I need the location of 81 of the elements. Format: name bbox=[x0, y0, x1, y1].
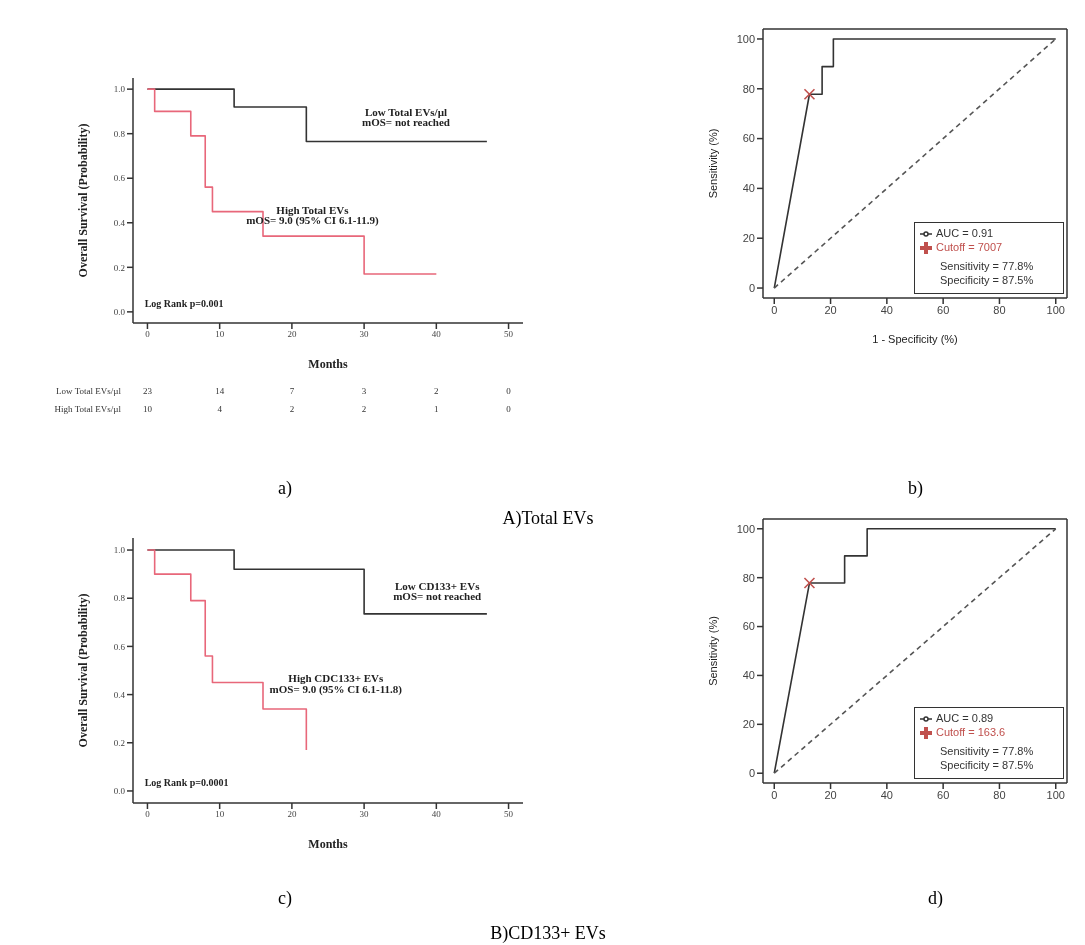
x-tick-label: 10 bbox=[215, 329, 225, 340]
y-tick-label: 20 bbox=[742, 718, 755, 731]
text: B)CD133+ EVs bbox=[490, 923, 606, 944]
text: b) bbox=[908, 478, 923, 499]
x-tick-label: 0 bbox=[771, 303, 778, 316]
x-tick-label: 60 bbox=[937, 788, 950, 801]
x-tick-label: 100 bbox=[1046, 788, 1065, 801]
text: c) bbox=[278, 888, 292, 909]
y-tick-label: 1.0 bbox=[113, 84, 126, 95]
x-tick-label: 20 bbox=[824, 303, 837, 316]
legend-label: AUC = 0.91 bbox=[936, 227, 994, 239]
x-tick-label: 50 bbox=[504, 329, 514, 340]
y-axis-title: Overall Survival (Probability) bbox=[76, 123, 91, 278]
x-tick-label: 10 bbox=[215, 809, 225, 820]
y-tick-label: 0.4 bbox=[113, 689, 126, 700]
x-tick-label: 0 bbox=[145, 809, 151, 820]
y-tick-label: 0.6 bbox=[113, 641, 126, 652]
x-tick-label: 40 bbox=[880, 303, 893, 316]
y-tick-label: 0 bbox=[748, 767, 755, 780]
x-tick-label: 40 bbox=[431, 809, 442, 820]
text: A)Total EVs bbox=[502, 508, 594, 529]
y-tick-label: 0.8 bbox=[113, 593, 126, 604]
y-tick-label: 100 bbox=[736, 32, 755, 45]
x-axis-title: 1 - Specificity (%) bbox=[872, 333, 958, 345]
annotation: Log Rank p=0.0001 bbox=[144, 776, 229, 788]
y-tick-label: 20 bbox=[742, 232, 755, 245]
y-tick-label: 40 bbox=[742, 182, 755, 195]
y-tick-label: 1.0 bbox=[113, 545, 126, 556]
text: High Total EVs/µl 10 4 2 2 1 0 bbox=[54, 404, 511, 414]
y-tick-label: 0.6 bbox=[113, 173, 126, 184]
y-tick-label: 100 bbox=[736, 522, 755, 535]
x-tick-label: 40 bbox=[880, 788, 893, 801]
line-series bbox=[773, 38, 1057, 289]
x-axis-title: Months bbox=[308, 837, 348, 851]
y-axis-title: Overall Survival (Probability) bbox=[76, 593, 91, 748]
legend-label: AUC = 0.89 bbox=[936, 712, 994, 724]
annotation: Low CD133+ EVs bbox=[394, 579, 480, 592]
y-tick-label: 60 bbox=[742, 132, 755, 145]
y-tick-label: 0.2 bbox=[113, 262, 125, 273]
y-tick-label: 60 bbox=[742, 620, 755, 633]
x-tick-label: 40 bbox=[431, 329, 442, 340]
x-tick-label: 80 bbox=[993, 788, 1006, 801]
legend-label: Cutoff = 163.6 bbox=[936, 726, 1006, 739]
x-tick-label: 50 bbox=[504, 809, 514, 820]
annotation: mOS= not reached bbox=[393, 590, 482, 603]
text: d) bbox=[928, 888, 943, 909]
annotation: High Total EVs bbox=[276, 204, 349, 217]
annotation: Sensitivity = 77.8% bbox=[940, 260, 1034, 272]
x-tick-label: 20 bbox=[824, 788, 837, 801]
annotation: Log Rank p=0.001 bbox=[144, 297, 224, 309]
x-tick-label: 0 bbox=[145, 329, 151, 340]
y-tick-label: 0.8 bbox=[113, 128, 126, 139]
x-tick-label: 20 bbox=[287, 329, 297, 340]
annotation: Sensitivity = 77.8% bbox=[940, 745, 1034, 757]
x-axis-title: Months bbox=[308, 357, 348, 371]
x-tick-label: 80 bbox=[993, 303, 1006, 316]
y-axis-title: Sensitivity (%) bbox=[706, 616, 719, 686]
y-tick-label: 40 bbox=[742, 669, 755, 682]
y-axis-title: Sensitivity (%) bbox=[706, 128, 719, 199]
y-tick-label: 0.4 bbox=[113, 217, 126, 228]
y-tick-label: 0.0 bbox=[113, 307, 126, 318]
x-tick-label: 30 bbox=[359, 809, 370, 820]
line-series bbox=[773, 527, 1057, 775]
x-tick-label: 0 bbox=[771, 788, 778, 801]
annotation: mOS= 9.0 (95% CI 6.1-11.8) bbox=[269, 683, 403, 696]
y-tick-label: 80 bbox=[742, 571, 755, 584]
annotation: Low Total EVs/µl bbox=[364, 106, 448, 119]
x-tick-label: 30 bbox=[359, 329, 370, 340]
y-tick-label: 80 bbox=[742, 82, 755, 95]
x-tick-label: 20 bbox=[287, 809, 297, 820]
y-tick-label: 0.2 bbox=[113, 737, 125, 748]
x-tick-label: 100 bbox=[1046, 303, 1065, 316]
text: Low Total EVs/µl 23 14 7 3 2 0 bbox=[56, 386, 511, 396]
y-tick-label: 0.0 bbox=[113, 786, 126, 797]
x-tick-label: 60 bbox=[937, 303, 950, 316]
annotation: High CDC133+ EVs bbox=[288, 672, 384, 685]
annotation: Specificity = 87.5% bbox=[940, 274, 1034, 286]
legend-label: Cutoff = 7007 bbox=[936, 241, 1003, 254]
text: a) bbox=[278, 478, 292, 499]
annotation: Specificity = 87.5% bbox=[940, 759, 1034, 771]
y-tick-label: 0 bbox=[748, 281, 755, 294]
